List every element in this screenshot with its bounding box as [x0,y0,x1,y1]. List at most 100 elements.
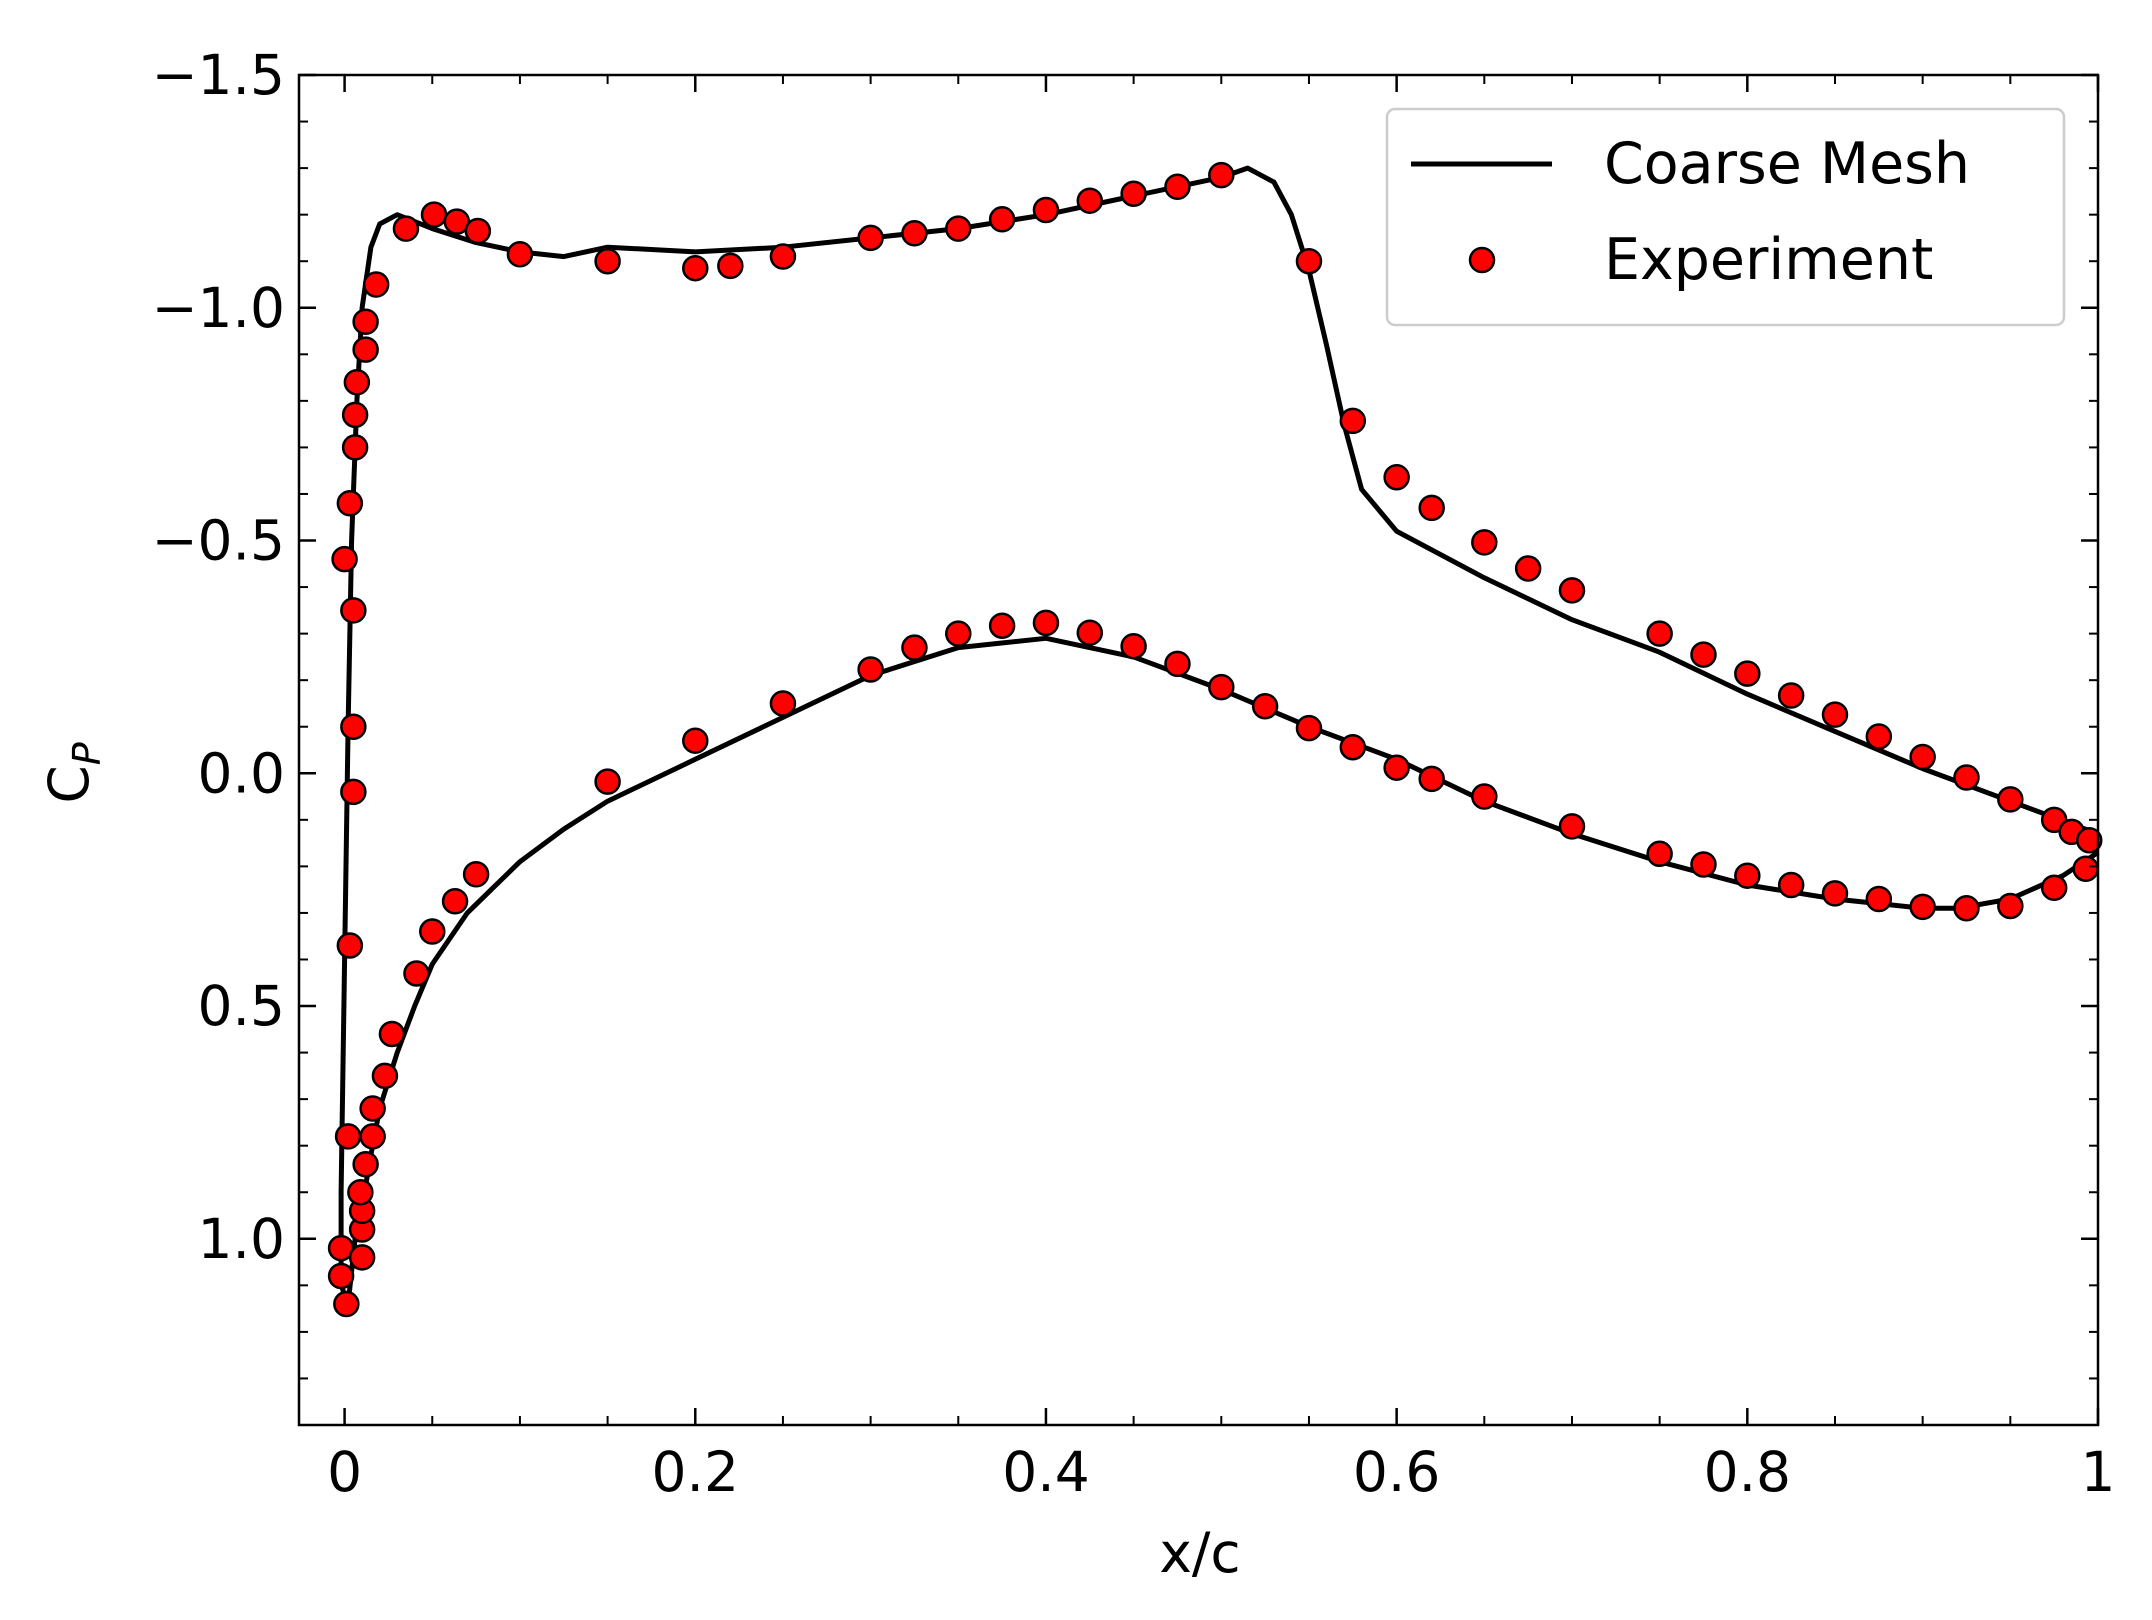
scatter-point [506,240,534,268]
scatter-point [1997,892,2024,920]
scatter-point [945,620,972,647]
x-tick-label: 0.4 [1002,1440,1089,1504]
scatter-point [1558,577,1586,604]
scatter-point [341,434,369,461]
scatter-point [769,690,797,717]
scatter-point [1865,885,1893,913]
scatter-point [1909,743,1936,771]
scatter-point [2072,855,2099,882]
scatter-point [988,612,1016,639]
scatter-point [1120,632,1147,660]
scatter-point [343,368,371,396]
scatter-point [594,768,621,795]
scatter-point [340,778,367,806]
scatter-point [1558,813,1586,840]
scatter-point [682,727,709,754]
scatter-point [1690,641,1717,668]
scatter-point [347,1178,374,1206]
scatter-point [352,308,379,335]
scatter-point [327,1262,355,1290]
line-series [338,165,2100,1307]
scatter-point [1208,161,1235,189]
scatter-point [717,252,744,280]
scatter-point [2075,827,2103,854]
axes-frame [297,73,2100,1427]
y-axis-label: CP [37,742,109,803]
scatter-point [1514,555,1542,582]
y-tick-label: 0.0 [198,741,285,805]
scatter-point [331,545,358,573]
y-tick-label: −0.5 [151,509,285,573]
scatter-point [464,217,492,245]
scatter-point [682,254,709,282]
scatter-point [441,888,469,915]
y-tick-label: −1.5 [151,43,285,107]
scatter-point [1295,247,1323,275]
scatter-point [857,656,884,683]
legend-marker [1468,246,1496,274]
scatter-point [1164,650,1191,678]
scatter-point [371,1062,399,1090]
legend-box [1385,107,2066,327]
scatter-point [1821,880,1849,907]
x-tick-label: 0.2 [652,1440,739,1504]
scatter-point [1865,723,1893,750]
scatter-point [1339,733,1367,761]
scatter-point [1821,701,1849,728]
scatter-point [340,713,367,740]
scatter-point [378,1020,406,1048]
scatter-point [901,220,928,247]
scatter-point [1032,196,1060,224]
scatter-point [359,1123,386,1150]
scatter-point [2040,874,2068,902]
scatter-point [857,224,884,252]
scatter-point [1646,840,1673,868]
scatter-point [1076,187,1104,214]
legend-label: Experiment [1604,227,1933,293]
scatter-point [1734,862,1761,889]
scatter-point [334,1123,362,1150]
scatter-point [769,243,797,270]
y-tick-label: 0.5 [198,974,285,1038]
scatter-point [1471,783,1498,810]
scatter-point [945,215,972,242]
scatter-point [1120,180,1147,207]
scatter-point [362,271,390,298]
scatter-point [420,201,448,228]
scatter-point [901,634,928,661]
scatter-point [1777,682,1805,709]
scatter-point [1251,692,1279,720]
scatter-point [1997,786,2024,813]
scatter-point [1690,851,1717,878]
scatter-point [336,932,364,959]
scatter-point [352,1151,379,1178]
scatter-point [392,215,420,242]
scatter-point [336,490,364,517]
scatter-point [1383,463,1410,491]
scatter-point [1777,871,1805,899]
scatter-point [1164,173,1191,200]
x-tick-label: 0.8 [1704,1440,1791,1504]
scatter-point [352,336,379,363]
x-axis-label: x/c [1159,1521,1240,1585]
y-axis-label-sub: P [65,742,109,765]
legend-label: Coarse Mesh [1604,131,1970,197]
scatter-point [1295,714,1323,742]
scatter-point [340,597,367,624]
y-axis-label-main: C [37,765,101,803]
x-tick-label: 0.6 [1353,1440,1440,1504]
x-tick-label: 1 [2081,1440,2116,1504]
scatter-point [1208,673,1235,701]
scatter-point [348,1244,376,1271]
scatter-point [419,918,446,945]
scatter-point [988,206,1016,233]
scatter-point [1076,619,1104,646]
scatter-point [333,1290,360,1318]
scatter-point [1953,764,1980,791]
scatter-point [1418,494,1445,522]
x-tick-label: 0 [327,1440,362,1504]
scatter-point [1471,529,1498,556]
scatter-point [1418,765,1445,793]
scatter-point [1953,895,1980,922]
